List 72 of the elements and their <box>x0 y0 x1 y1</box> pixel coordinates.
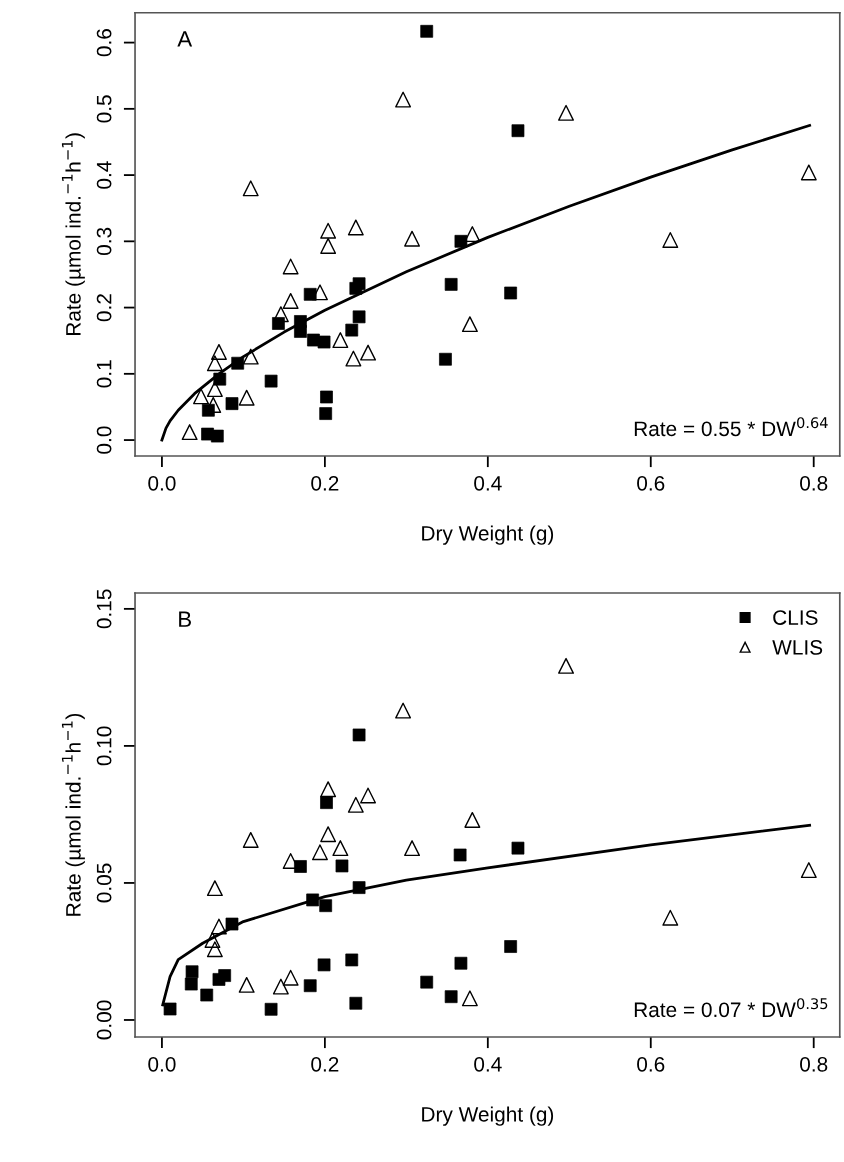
point <box>662 232 679 248</box>
point <box>404 840 421 857</box>
y-tick-label: 0.15 <box>96 589 112 629</box>
point <box>282 292 299 309</box>
y-axis-title: Rate (µmol ind.$^{−1}$h$^{−1}$) <box>61 713 85 916</box>
point <box>206 880 223 897</box>
point <box>238 389 255 406</box>
point <box>360 344 377 361</box>
x-tick-label: 0.2 <box>311 475 339 491</box>
point <box>347 796 364 813</box>
annotation: Rate = 0.55 * DW$^{0.64}$ <box>634 417 828 437</box>
point <box>360 787 377 804</box>
x-tick-label: 0.8 <box>800 1056 828 1072</box>
y-tick-label: 0.00 <box>96 1000 112 1040</box>
legend-label: WLIS <box>772 640 823 655</box>
point <box>558 657 575 674</box>
point <box>282 258 299 275</box>
annotation: A <box>177 31 193 47</box>
point <box>206 355 223 372</box>
x-tick-label: 0.6 <box>637 475 665 491</box>
y-tick-label: 0.10 <box>96 726 112 766</box>
point <box>345 350 362 367</box>
x-axis-title: Dry Weight (g) <box>422 1106 554 1126</box>
x-tick-label: 0.6 <box>637 1056 665 1072</box>
point <box>210 918 227 935</box>
point <box>332 840 349 857</box>
annotation: B <box>179 611 191 627</box>
y-tick-label: 0.1 <box>96 360 112 388</box>
x-tick-label: 0.4 <box>474 475 502 491</box>
point <box>312 844 328 861</box>
point <box>395 702 412 719</box>
point <box>461 316 478 333</box>
point <box>395 91 412 108</box>
y-tick-label: 0.3 <box>96 227 112 255</box>
point <box>204 931 221 948</box>
annotation: Rate = 0.07 * DW$^{0.35}$ <box>634 998 828 1018</box>
x-axis-title: Dry Weight (g) <box>422 525 554 545</box>
y-tick-label: 0.5 <box>96 95 112 123</box>
x-tick-label: 0.2 <box>311 1056 339 1072</box>
x-tick-label: 0.8 <box>800 475 828 491</box>
legend-label: CLIS <box>773 610 818 625</box>
point <box>558 104 575 121</box>
x-tick-label: 0.4 <box>474 1056 502 1072</box>
y-tick-label: 0.4 <box>96 161 112 189</box>
point <box>404 230 421 247</box>
y-tick-label: 0.0 <box>96 426 112 454</box>
point <box>461 990 478 1007</box>
point <box>242 180 259 197</box>
point <box>206 941 223 958</box>
point <box>282 969 299 986</box>
point <box>238 976 255 993</box>
point <box>800 862 817 879</box>
point <box>662 909 679 926</box>
x-tick-label: 0.0 <box>148 1056 176 1072</box>
point <box>242 348 259 365</box>
point <box>464 811 481 828</box>
x-tick-label: 0.0 <box>148 475 176 491</box>
point <box>272 978 289 995</box>
y-tick-label: 0.05 <box>96 863 112 903</box>
point <box>242 831 259 848</box>
point <box>210 343 227 360</box>
point <box>347 219 364 236</box>
point <box>320 237 337 254</box>
point <box>800 164 817 181</box>
point <box>320 222 337 239</box>
y-tick-label: 0.2 <box>96 294 112 322</box>
point <box>320 826 337 843</box>
point <box>332 332 349 349</box>
y-tick-label: 0.6 <box>96 29 112 57</box>
point <box>181 424 198 441</box>
y-axis-title: Rate (µmol ind.$^{−1}$h$^{−1}$) <box>61 133 85 336</box>
point <box>193 388 210 405</box>
